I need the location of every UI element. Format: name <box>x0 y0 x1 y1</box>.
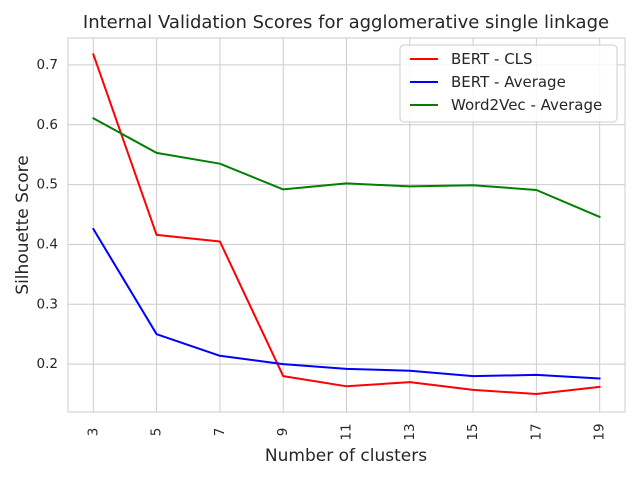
x-tick-label: 11 <box>339 423 355 440</box>
x-axis-label: Number of clusters <box>265 446 427 466</box>
y-tick-label: 0.4 <box>37 236 58 252</box>
x-axis-ticks: 3 5 7 9 11 13 15 17 19 <box>85 423 607 440</box>
x-tick-label: 3 <box>85 428 101 437</box>
x-tick-label: 19 <box>592 423 608 440</box>
legend-box <box>399 44 618 123</box>
x-tick-label: 15 <box>465 423 481 440</box>
x-tick-label: 17 <box>528 423 544 440</box>
x-tick-label: 5 <box>149 428 165 437</box>
plot-area-frame <box>67 37 626 413</box>
legend: BERT - CLS BERT - Average Word2Vec - Avera… <box>399 44 618 123</box>
chart-title: Internal Validation Scores for agglomera… <box>83 12 609 33</box>
y-tick-label: 0.6 <box>37 117 58 133</box>
y-tick-label: 0.2 <box>37 356 58 372</box>
series-line-2 <box>92 117 601 218</box>
x-tick-label: 9 <box>275 428 291 437</box>
series-lines <box>92 53 601 395</box>
y-tick-label: 0.5 <box>37 177 58 193</box>
y-axis-ticks: 0.2 0.3 0.4 0.5 0.6 0.7 <box>37 57 58 372</box>
legend-label: BERT - CLS <box>451 50 533 68</box>
x-tick-label: 7 <box>212 428 228 437</box>
legend-label: Word2Vec - Average <box>451 96 602 114</box>
series-line-0 <box>92 53 601 395</box>
y-tick-label: 0.3 <box>37 296 58 312</box>
y-tick-label: 0.7 <box>37 57 58 73</box>
legend-label: BERT - Average <box>451 73 566 91</box>
series-line-1 <box>92 227 601 380</box>
y-axis-label: Silhouette Score <box>13 155 33 294</box>
x-tick-label: 13 <box>402 423 418 440</box>
